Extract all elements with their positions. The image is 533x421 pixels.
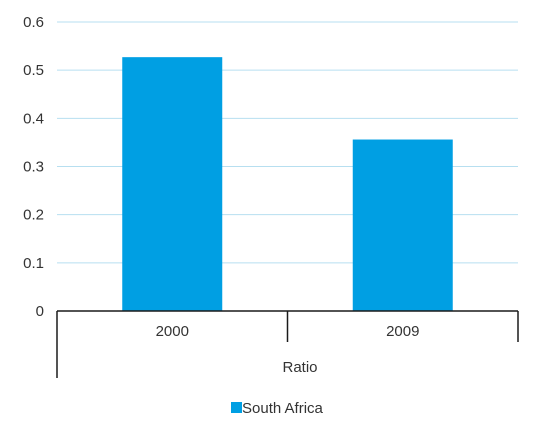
legend-label: South Africa: [242, 400, 324, 416]
y-tick-label: 0.6: [23, 14, 44, 31]
legend-swatch: [231, 402, 242, 413]
x-tick-labels: 2000 2009: [156, 323, 420, 340]
x-tick-label: 2009: [386, 323, 419, 340]
y-tick-label: 0.5: [23, 62, 44, 79]
y-tick-label: 0: [36, 303, 44, 320]
y-tick-labels: 0 0.1 0.2 0.3 0.4 0.5 0.6: [23, 14, 44, 320]
x-group-label: Ratio: [282, 359, 317, 376]
bar-2009: [352, 139, 453, 311]
bar-2000: [122, 57, 223, 311]
y-tick-label: 0.1: [23, 255, 44, 272]
bars: [122, 57, 453, 311]
x-tick-label: 2000: [156, 323, 189, 340]
y-tick-label: 0.4: [23, 110, 44, 127]
y-tick-label: 0.2: [23, 207, 44, 224]
y-tick-label: 0.3: [23, 159, 44, 176]
axes: [56, 310, 519, 378]
legend[interactable]: South Africa: [231, 400, 324, 417]
